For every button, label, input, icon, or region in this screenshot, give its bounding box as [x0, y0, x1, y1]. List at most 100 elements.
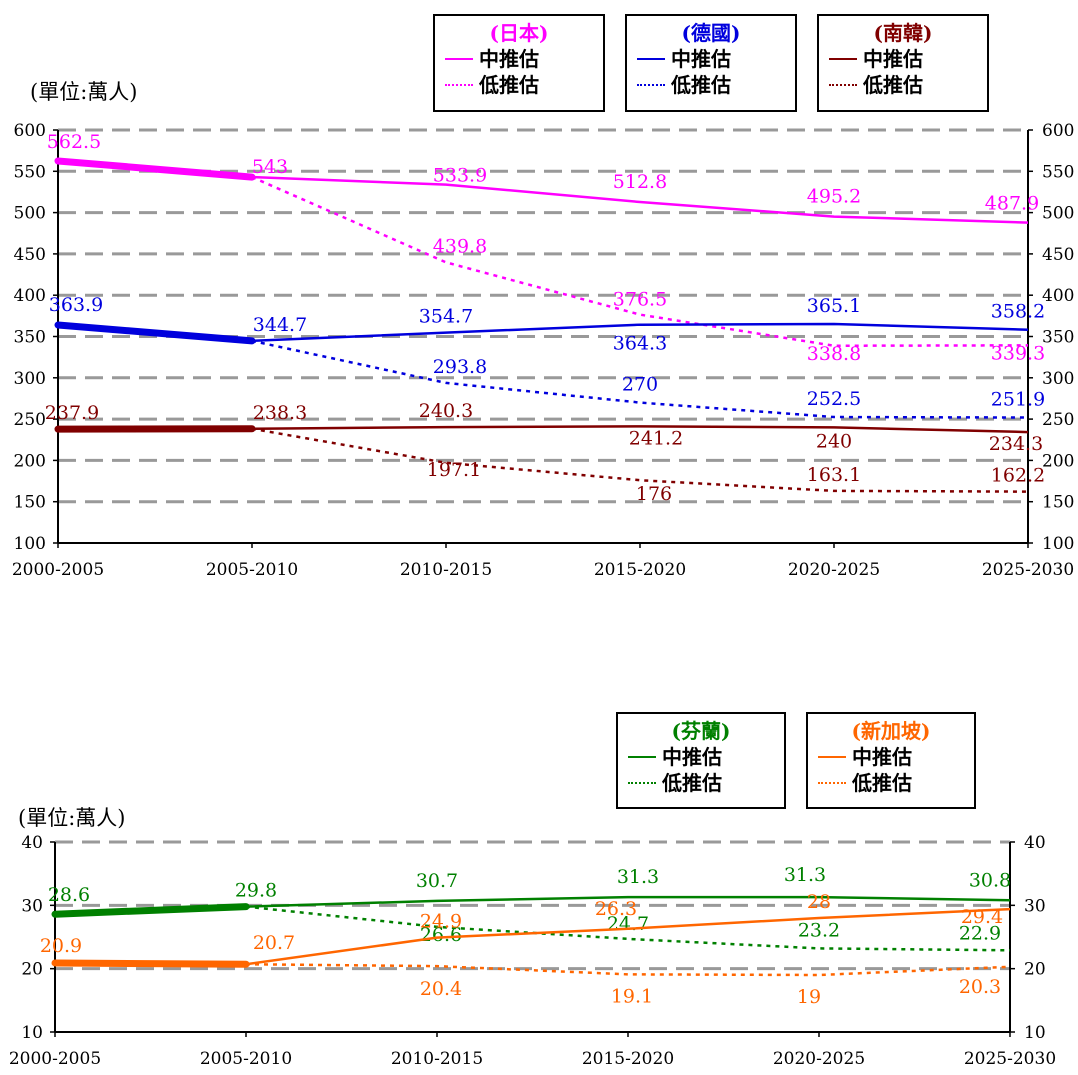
- y-tick-label-right: 300: [1042, 369, 1074, 389]
- legend-mid-label: 中推估: [852, 745, 912, 769]
- y-tick-label-left: 600: [14, 121, 46, 141]
- x-tick-label: 2020-2025: [788, 560, 880, 580]
- x-tick-label: 2000-2005: [9, 1049, 101, 1069]
- y-tick-label-left: 350: [14, 328, 46, 348]
- data-label: 338.8: [807, 343, 861, 365]
- series-line: [251, 322, 1029, 343]
- series-line: [245, 905, 1011, 952]
- legend-solid-line: [818, 756, 846, 758]
- data-label: 363.9: [49, 294, 103, 316]
- y-tick-label-right: 30: [1024, 896, 1046, 916]
- data-label: 31.3: [617, 866, 659, 888]
- data-label: 20.4: [420, 978, 462, 1000]
- data-label: 241.2: [629, 427, 683, 449]
- y-tick-label-right: 600: [1042, 121, 1074, 141]
- legend-solid-line: [628, 756, 656, 758]
- data-label: 376.5: [613, 289, 667, 311]
- y-tick-label-right: 500: [1042, 204, 1074, 224]
- data-label: 495.2: [807, 186, 861, 208]
- series-historical-segment: [54, 321, 256, 345]
- data-label: 365.1: [807, 295, 861, 317]
- y-tick-label-left: 30: [21, 896, 43, 916]
- y-tick-label-left: 300: [14, 369, 46, 389]
- chart-bottom: 10 10 20 20 30 30 40 40 2000-2005 2005-2010 2010-2…: [9, 833, 1056, 1069]
- legend-japan: (日本) 中推估 低推估: [433, 14, 605, 112]
- x-tick-label: 2010-2015: [391, 1049, 483, 1069]
- data-label: 29.8: [235, 880, 277, 902]
- legend-low-label: 低推估: [863, 73, 923, 97]
- data-label: 163.1: [807, 464, 861, 486]
- y-tick-label-left: 10: [21, 1023, 43, 1043]
- series-historical-segment: [51, 903, 250, 918]
- x-tick-label: 2005-2010: [200, 1049, 292, 1069]
- legend-dotted-line: [637, 84, 665, 86]
- y-tick-label-left: 200: [14, 451, 46, 471]
- unit-label-top: (單位:萬人): [30, 80, 138, 104]
- x-tick-label: 2025-2030: [964, 1049, 1056, 1069]
- data-label: 30.7: [416, 870, 458, 892]
- legend-low-label: 低推估: [671, 73, 731, 97]
- data-label: 487.9: [985, 193, 1039, 215]
- series-historical-segment: [54, 157, 256, 181]
- series-line: [251, 427, 1029, 493]
- data-label: 28.6: [48, 884, 90, 906]
- data-label: 19.1: [611, 985, 653, 1007]
- x-tick-label: 2020-2025: [773, 1049, 865, 1069]
- data-label: 543: [252, 156, 288, 178]
- data-label: 23.2: [798, 919, 840, 941]
- data-label: 240: [816, 430, 852, 452]
- y-tick-label-left: 40: [21, 833, 43, 853]
- legend-title: (日本): [489, 21, 549, 45]
- data-label: 26.6: [420, 924, 462, 946]
- legend-solid-line: [637, 58, 665, 60]
- series-line: [245, 962, 1011, 977]
- data-label: 512.8: [613, 171, 667, 193]
- y-tick-label-left: 150: [14, 493, 46, 513]
- x-tick-label: 2005-2010: [206, 560, 298, 580]
- legend-mid-label: 中推估: [662, 745, 722, 769]
- legend-solid-line: [829, 58, 857, 60]
- y-tick-label-right: 400: [1042, 286, 1074, 306]
- legend-singapore: (新加坡) 中推估 低推估: [806, 712, 976, 809]
- data-label: 237.9: [45, 402, 99, 424]
- y-tick-label-left: 500: [14, 204, 46, 224]
- data-label: 358.2: [991, 301, 1045, 323]
- data-label: 251.9: [991, 389, 1045, 411]
- legend-title: (德國): [681, 21, 741, 45]
- legend-finland: (芬蘭) 中推估 低推估: [616, 712, 786, 809]
- x-tick-label: 2015-2020: [594, 560, 686, 580]
- x-tick-label: 2000-2005: [12, 560, 104, 580]
- data-label: 162.2: [991, 465, 1045, 487]
- legend-germany: (德國) 中推估 低推估: [625, 14, 797, 112]
- y-tick-label-right: 450: [1042, 245, 1074, 265]
- series-line: [251, 175, 1029, 224]
- legend-title: (芬蘭): [671, 719, 731, 743]
- legend-mid-label: 中推估: [863, 47, 923, 71]
- data-label: 26.3: [595, 898, 637, 920]
- y-tick-label-left: 400: [14, 286, 46, 306]
- data-label: 293.8: [433, 356, 487, 378]
- legend-dotted-line: [628, 782, 656, 784]
- x-tick-label: 2025-2030: [982, 560, 1074, 580]
- y-tick-label-right: 350: [1042, 328, 1074, 348]
- data-label: 439.8: [433, 235, 487, 257]
- data-label: 238.3: [253, 402, 307, 424]
- series-line: [245, 895, 1011, 908]
- data-label: 20.3: [959, 976, 1001, 998]
- data-label: 20.9: [40, 935, 82, 957]
- data-label: 252.5: [807, 388, 861, 410]
- legend-low-label: 低推估: [852, 771, 912, 795]
- data-label: 22.9: [959, 922, 1001, 944]
- data-label: 29.4: [961, 906, 1003, 928]
- data-label: 240.3: [419, 400, 473, 422]
- y-tick-label-right: 150: [1042, 493, 1074, 513]
- y-tick-label-right: 100: [1042, 534, 1074, 554]
- data-label: 176: [636, 483, 672, 505]
- y-tick-label-right: 10: [1024, 1023, 1046, 1043]
- y-tick-label-left: 100: [14, 534, 46, 554]
- legend-mid-label: 中推估: [671, 47, 731, 71]
- y-tick-label-right: 200: [1042, 451, 1074, 471]
- y-tick-label-right: 20: [1024, 960, 1046, 980]
- chart-top: 100 100 150 150 200 200 250 250 300 300 350 350 400 4…: [12, 121, 1075, 580]
